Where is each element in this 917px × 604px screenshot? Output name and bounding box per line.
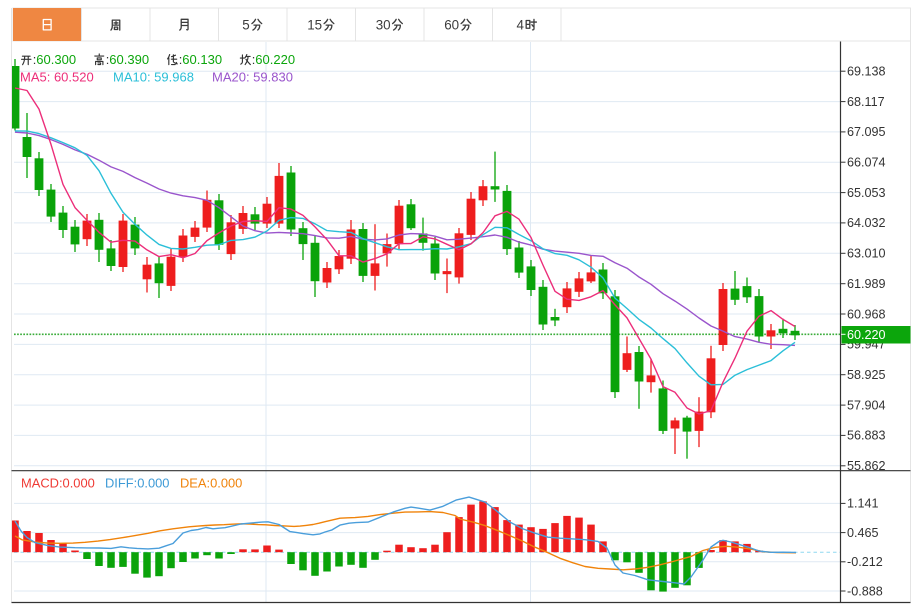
svg-text:66.074: 66.074 [847, 156, 886, 170]
svg-text:63.010: 63.010 [847, 247, 886, 261]
svg-text:60.968: 60.968 [847, 307, 886, 321]
svg-text:MACD:0.000: MACD:0.000 [21, 476, 95, 491]
svg-text:60.300: 60.300 [36, 52, 76, 67]
svg-text:DEA:0.000: DEA:0.000 [180, 476, 242, 491]
svg-text:69.138: 69.138 [847, 65, 886, 79]
svg-text:64.032: 64.032 [847, 216, 886, 230]
svg-text:68.117: 68.117 [847, 95, 885, 109]
svg-text:DIFF:0.000: DIFF:0.000 [105, 476, 169, 491]
svg-text:15: 15 [307, 18, 322, 33]
svg-text:30: 30 [376, 18, 391, 33]
svg-text:-0.212: -0.212 [847, 555, 883, 569]
svg-text:57.904: 57.904 [847, 398, 886, 412]
svg-text::: : [106, 52, 110, 67]
svg-text:MA10: 59.968: MA10: 59.968 [113, 70, 194, 85]
svg-text:0.465: 0.465 [847, 526, 879, 540]
svg-text:MA20: 59.830: MA20: 59.830 [212, 70, 293, 85]
svg-text:60: 60 [444, 18, 459, 33]
svg-text:55.862: 55.862 [847, 459, 886, 473]
svg-text:58.925: 58.925 [847, 368, 886, 382]
svg-text:60.220: 60.220 [255, 52, 295, 67]
svg-text:60.130: 60.130 [182, 52, 222, 67]
svg-text:67.095: 67.095 [847, 125, 886, 139]
svg-text::: : [252, 52, 256, 67]
svg-text:61.989: 61.989 [847, 277, 886, 291]
svg-text:-0.888: -0.888 [847, 584, 883, 598]
svg-text:MA5: 60.520: MA5: 60.520 [20, 70, 94, 85]
svg-text:60.220: 60.220 [847, 328, 886, 342]
svg-text:5: 5 [242, 18, 249, 33]
svg-text::: : [33, 52, 37, 67]
svg-text:60.390: 60.390 [109, 52, 149, 67]
svg-text:4: 4 [517, 18, 525, 33]
svg-text:1.141: 1.141 [847, 497, 879, 511]
svg-text:65.053: 65.053 [847, 186, 886, 200]
svg-text:56.883: 56.883 [847, 429, 886, 443]
svg-text::: : [179, 52, 183, 67]
